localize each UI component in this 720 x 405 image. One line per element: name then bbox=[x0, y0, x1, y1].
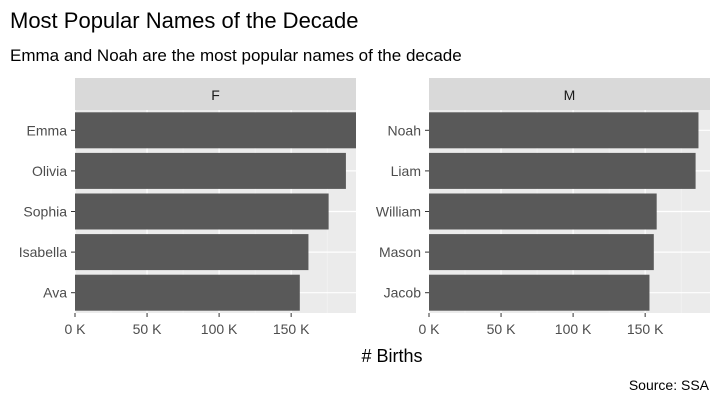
y-tick-label: Jacob bbox=[384, 285, 422, 301]
bar-emma bbox=[75, 112, 356, 149]
y-tick-label: Liam bbox=[391, 163, 421, 179]
bar-jacob bbox=[429, 274, 650, 311]
y-tick-label: William bbox=[376, 204, 421, 220]
facet-strip-label: F bbox=[211, 87, 220, 103]
facet-strip bbox=[75, 78, 356, 110]
x-axis-title: # Births bbox=[361, 346, 422, 366]
chart-title: Most Popular Names of the Decade bbox=[10, 8, 359, 33]
y-tick-label: Sophia bbox=[23, 204, 67, 220]
y-tick-label: Mason bbox=[379, 244, 421, 260]
bar-noah bbox=[429, 112, 699, 149]
x-tick-label: 50 K bbox=[133, 321, 162, 337]
bar-olivia bbox=[75, 152, 346, 189]
x-tick-label: 100 K bbox=[201, 321, 238, 337]
x-tick-label: 150 K bbox=[273, 321, 310, 337]
x-tick-label: 0 K bbox=[418, 321, 440, 337]
y-tick-label: Olivia bbox=[32, 163, 67, 179]
y-tick-label: Emma bbox=[27, 122, 68, 138]
bar-ava bbox=[75, 274, 300, 311]
bar-william bbox=[429, 193, 657, 230]
chart-subtitle: Emma and Noah are the most popular names… bbox=[10, 46, 462, 65]
bar-mason bbox=[429, 234, 654, 271]
x-tick-label: 0 K bbox=[64, 321, 86, 337]
facet-panel-F: F Emma Olivia Sophia Isabella Ava 0 K 50 K 100 K… bbox=[19, 78, 356, 337]
facet-strip-label: M bbox=[564, 87, 576, 103]
bar-sophia bbox=[75, 193, 329, 230]
y-tick-label: Isabella bbox=[19, 244, 67, 260]
y-tick-label: Noah bbox=[388, 122, 421, 138]
x-tick-label: 150 K bbox=[627, 321, 664, 337]
x-tick-label: 50 K bbox=[487, 321, 516, 337]
facet-strip bbox=[429, 78, 710, 110]
bar-liam bbox=[429, 152, 696, 189]
y-tick-label: Ava bbox=[43, 285, 67, 301]
bar-isabella bbox=[75, 234, 309, 271]
facet-panel-M: M Noah Liam William Mason Jacob 0 K 50 K 100 K 15… bbox=[376, 78, 710, 337]
x-tick-label: 100 K bbox=[555, 321, 592, 337]
facet-panels: F Emma Olivia Sophia Isabella Ava 0 K 50 K 100 K… bbox=[19, 78, 710, 337]
chart-caption: Source: SSA bbox=[629, 377, 710, 393]
